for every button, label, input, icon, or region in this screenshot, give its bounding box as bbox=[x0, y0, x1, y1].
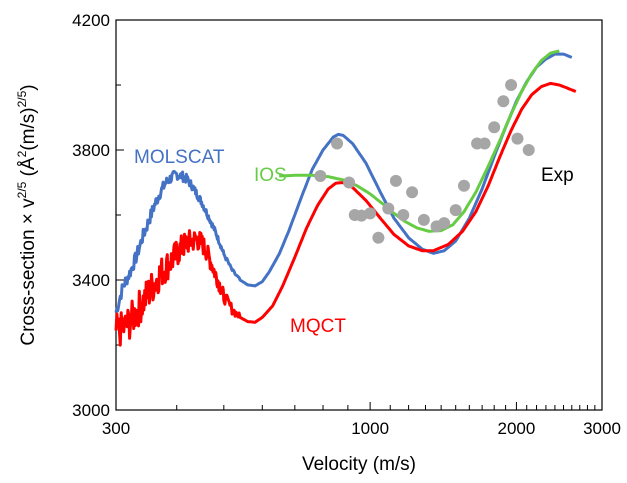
y-title-base: Cross-section × v bbox=[18, 198, 39, 346]
x-axis-title: Velocity (m/s) bbox=[302, 454, 416, 475]
exp-data-point bbox=[449, 204, 462, 217]
y-tick-label: 3800 bbox=[72, 141, 110, 160]
series-line-mqct bbox=[114, 81, 577, 347]
y-title-exp3: 2/5 bbox=[15, 90, 29, 107]
exp-data-point bbox=[511, 132, 524, 145]
exp-data-point bbox=[497, 95, 510, 108]
exp-data-point bbox=[382, 202, 395, 215]
x-axis-ticks: 300 1000 2000 3000 bbox=[102, 402, 621, 438]
series-label-ios: IOS bbox=[254, 165, 287, 186]
series-label-molscat: MOLSCAT bbox=[134, 147, 225, 168]
y-title-exp2: 2 bbox=[15, 150, 29, 157]
exp-data-point bbox=[417, 213, 430, 226]
exp-data-point bbox=[457, 179, 470, 192]
x-tick-label: 2000 bbox=[498, 419, 536, 438]
exp-data-point bbox=[331, 137, 344, 150]
y-tick-label: 4200 bbox=[72, 11, 110, 30]
exp-data-point bbox=[397, 209, 410, 221]
x-tick-label: 300 bbox=[102, 419, 130, 438]
y-title-mid: (Å bbox=[18, 157, 39, 182]
exp-data-point bbox=[522, 144, 535, 156]
exp-data-point bbox=[372, 231, 385, 244]
annotations: MOLSCAT MQCT IOS Exp bbox=[134, 147, 574, 337]
y-title-end: ) bbox=[18, 84, 39, 90]
exp-data-point bbox=[389, 174, 402, 187]
y-title-mid2: (m/s) bbox=[18, 107, 39, 150]
series-label-mqct: MQCT bbox=[290, 316, 346, 337]
x-tick-label: 1000 bbox=[351, 419, 389, 438]
exp-data-point bbox=[478, 137, 491, 150]
exp-data-point bbox=[488, 121, 501, 134]
y-tick-label: 3400 bbox=[72, 271, 110, 290]
exp-data-point bbox=[505, 79, 518, 91]
exp-data-point bbox=[314, 170, 327, 182]
x-tick-label: 3000 bbox=[583, 419, 621, 438]
exp-data-point bbox=[438, 217, 451, 230]
exp-data-point bbox=[406, 186, 419, 199]
y-axis-title: Cross-section × v2/5 (Å2(m/s)2/5) bbox=[15, 84, 39, 345]
y-axis-ticks: 3000 3400 3800 4200 bbox=[72, 11, 124, 420]
series-line-molscat bbox=[114, 52, 573, 313]
series-layer bbox=[114, 49, 577, 347]
y-title-exp1: 2/5 bbox=[15, 181, 29, 198]
y-tick-label: 3000 bbox=[72, 401, 110, 420]
exp-data-point bbox=[343, 176, 356, 189]
series-label-exp: Exp bbox=[541, 165, 574, 186]
exp-data-point bbox=[364, 207, 377, 220]
